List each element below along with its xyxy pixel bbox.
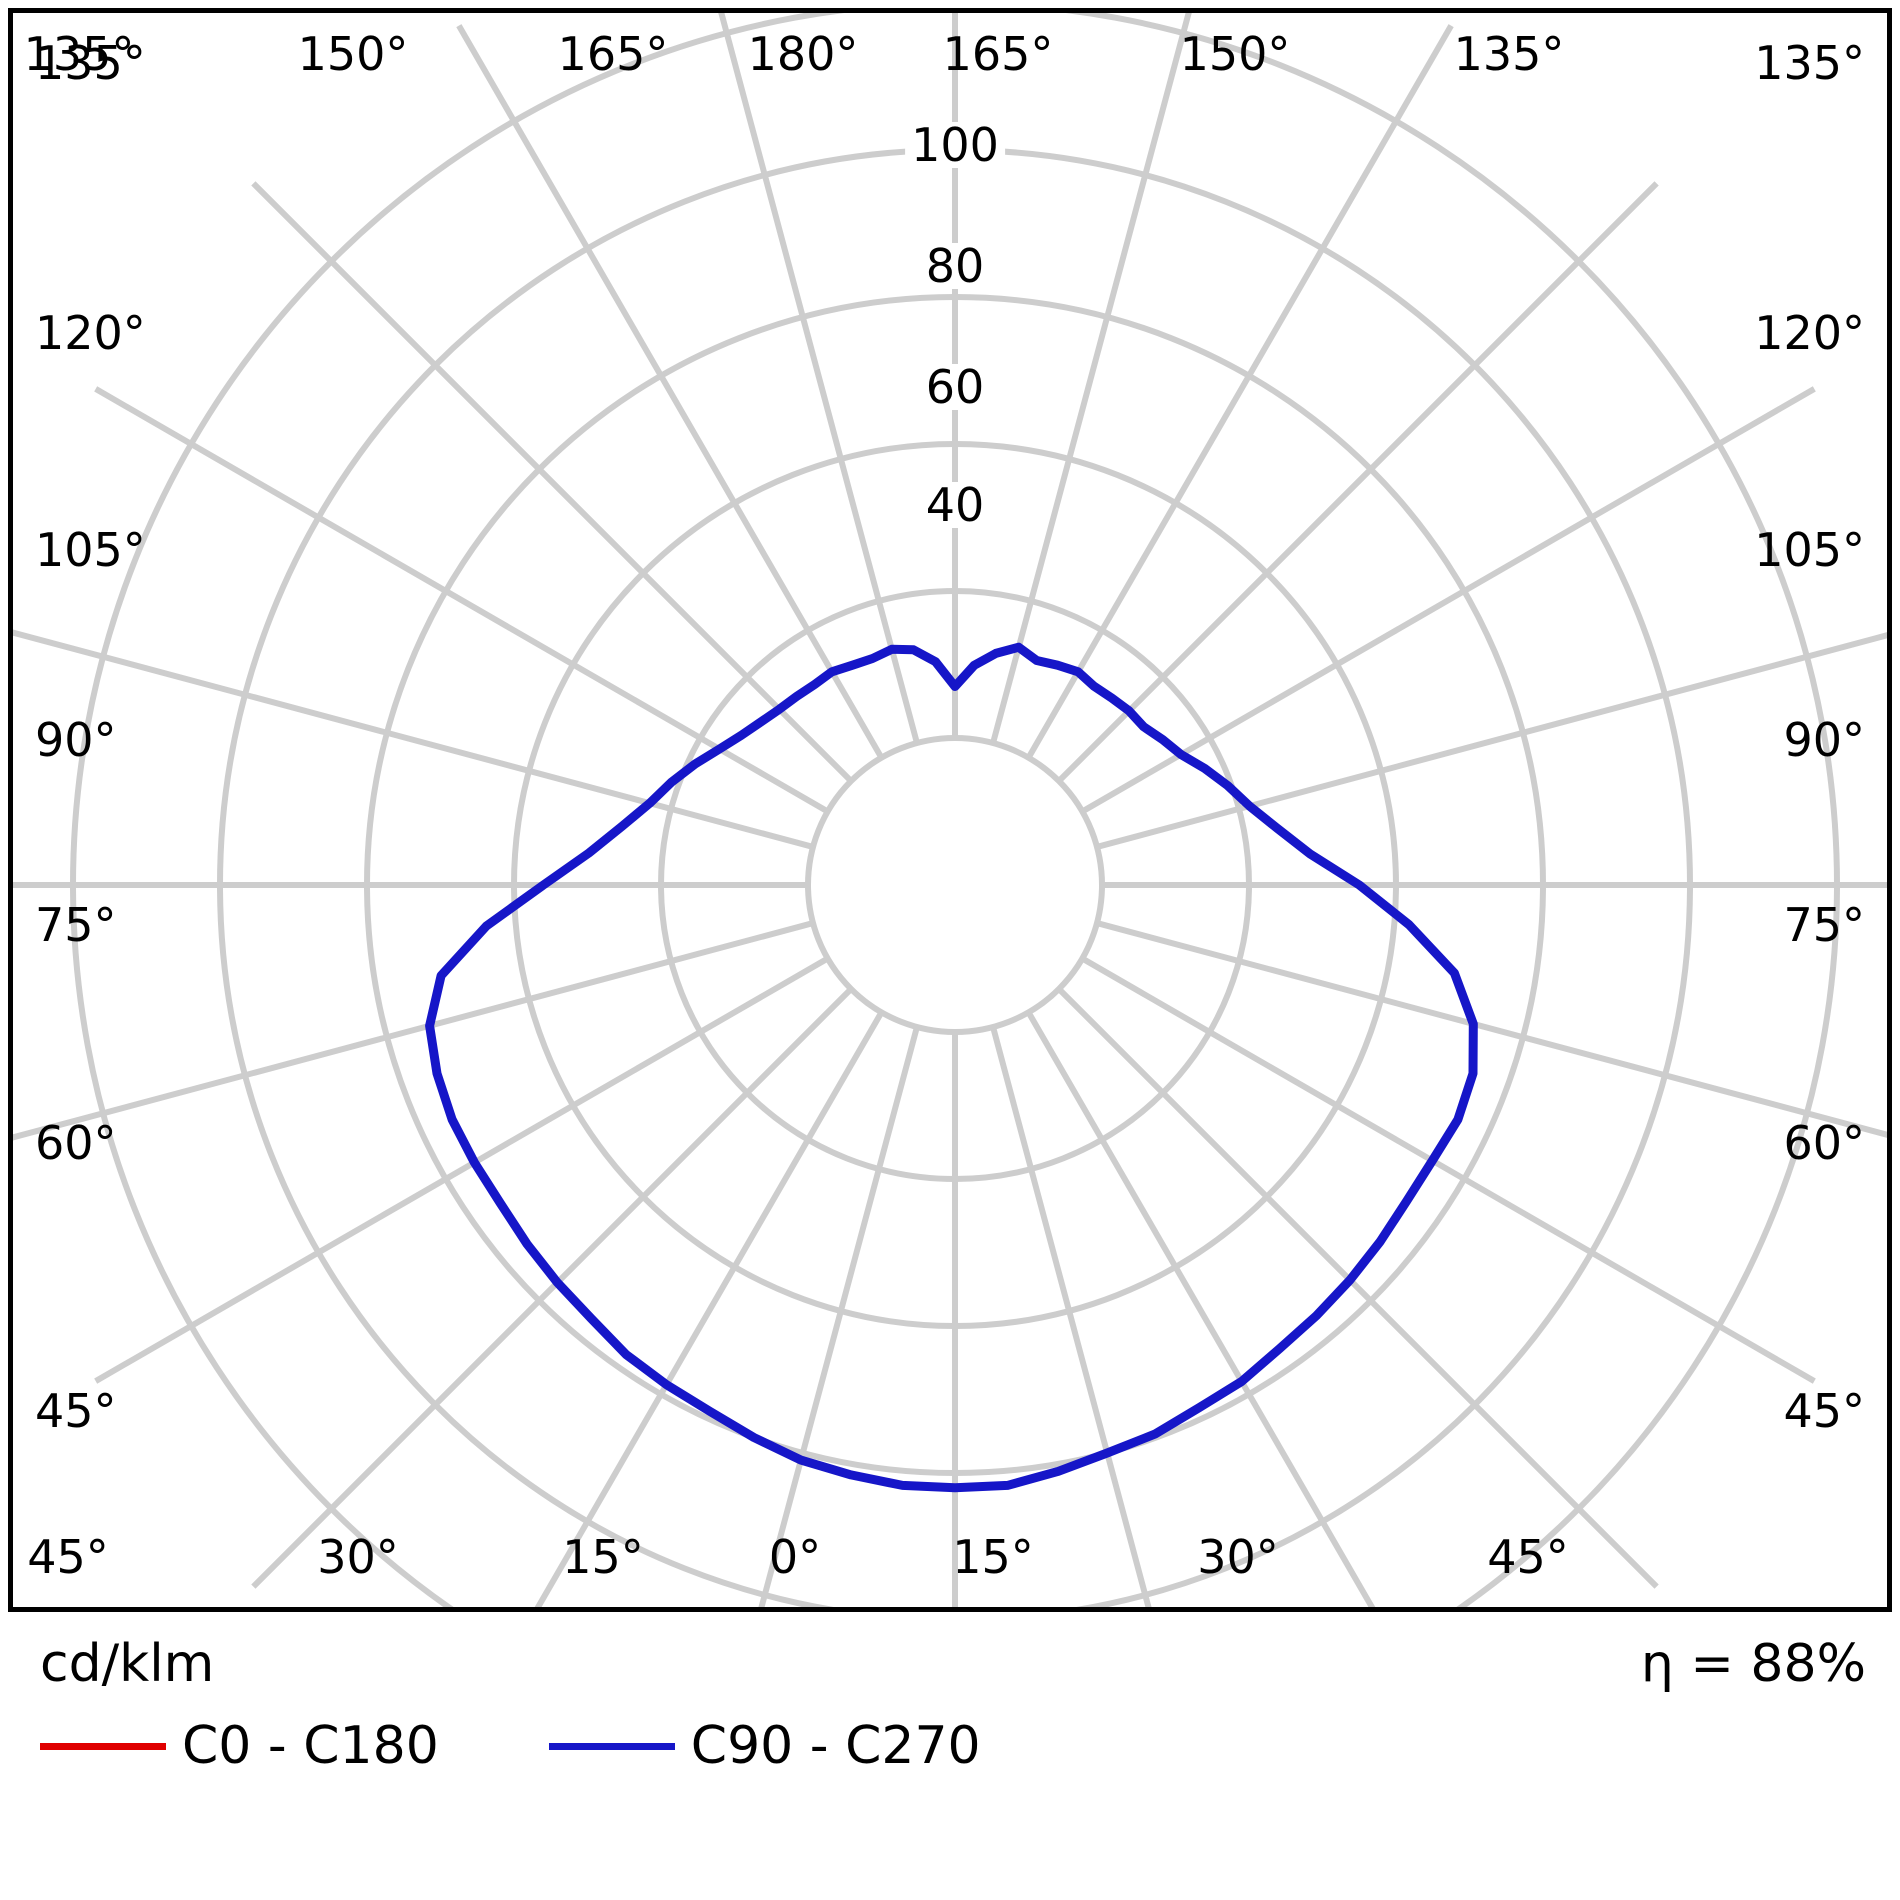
legend-item-1[interactable]: C90 - C270 [548,1716,981,1776]
angle-label-right-5: 60° [1783,1116,1865,1170]
angle-label-left-2: 105° [35,523,146,577]
angle-label-right-4: 75° [1783,898,1865,952]
legend-label-1: C90 - C270 [690,1716,981,1776]
angle-label-left-5: 60° [35,1116,117,1170]
legend-item-0[interactable]: C0 - C180 [40,1720,439,1772]
angle-label-top-6: 135° [1453,27,1565,81]
angle-label-bottom-3: 0° [768,1530,822,1584]
legend-label-0: C0 - C180 [182,1716,439,1776]
polar-plot-svg [13,13,1887,1607]
angle-label-bottom-0: 45° [27,1530,109,1584]
angle-label-top-4: 165° [942,27,1054,81]
legend-swatch-icon-0 [40,1742,166,1750]
legend-entries: C0 - C180 C90 - C270 [40,1720,1091,1772]
angle-label-right-2: 105° [1754,523,1865,577]
angle-label-top-1: 150° [297,27,409,81]
angle-label-bottom-1: 30° [317,1530,399,1584]
radial-tick-label-100: 100 [905,122,1005,168]
angle-label-bottom-2: 15° [562,1530,644,1584]
angle-label-left-4: 75° [35,898,117,952]
angle-label-right-1: 120° [1754,306,1865,360]
units-label: cd/klm [40,1634,215,1694]
angle-label-bottom-4: 15° [952,1530,1034,1584]
chart-legend: cd/klm η = 88% C0 - C180 C90 - C270 [8,1620,1892,1892]
legend-swatch-icon-1 [548,1742,675,1750]
angle-label-bottom-6: 45° [1487,1530,1569,1584]
angle-label-top-5: 150° [1179,27,1291,81]
angle-label-top-3: 180° [747,27,859,81]
radial-tick-label-60: 60 [919,364,991,410]
angle-label-left-1: 120° [35,306,146,360]
plot-frame: 135° 150° 165° 180° 165° 150° 135° 45° 30° 15° 0° 1… [8,8,1892,1612]
radial-tick-label-80: 80 [919,243,991,289]
angle-label-top-0: 135° [23,27,135,81]
polar-data-curves [425,642,1478,1493]
angle-label-left-0: 135° [35,36,146,90]
angle-label-top-2: 165° [557,27,669,81]
angle-label-right-6: 45° [1783,1384,1865,1438]
angle-label-right-0: 135° [1754,36,1865,90]
polar-grid [13,13,1887,1607]
radial-tick-label-40: 40 [919,482,991,528]
efficiency-label: η = 88% [1640,1634,1866,1694]
angle-label-right-3: 90° [1783,713,1865,767]
angle-label-left-3: 90° [35,713,117,767]
angle-label-bottom-5: 30° [1197,1530,1279,1584]
angle-label-left-6: 45° [35,1384,117,1438]
